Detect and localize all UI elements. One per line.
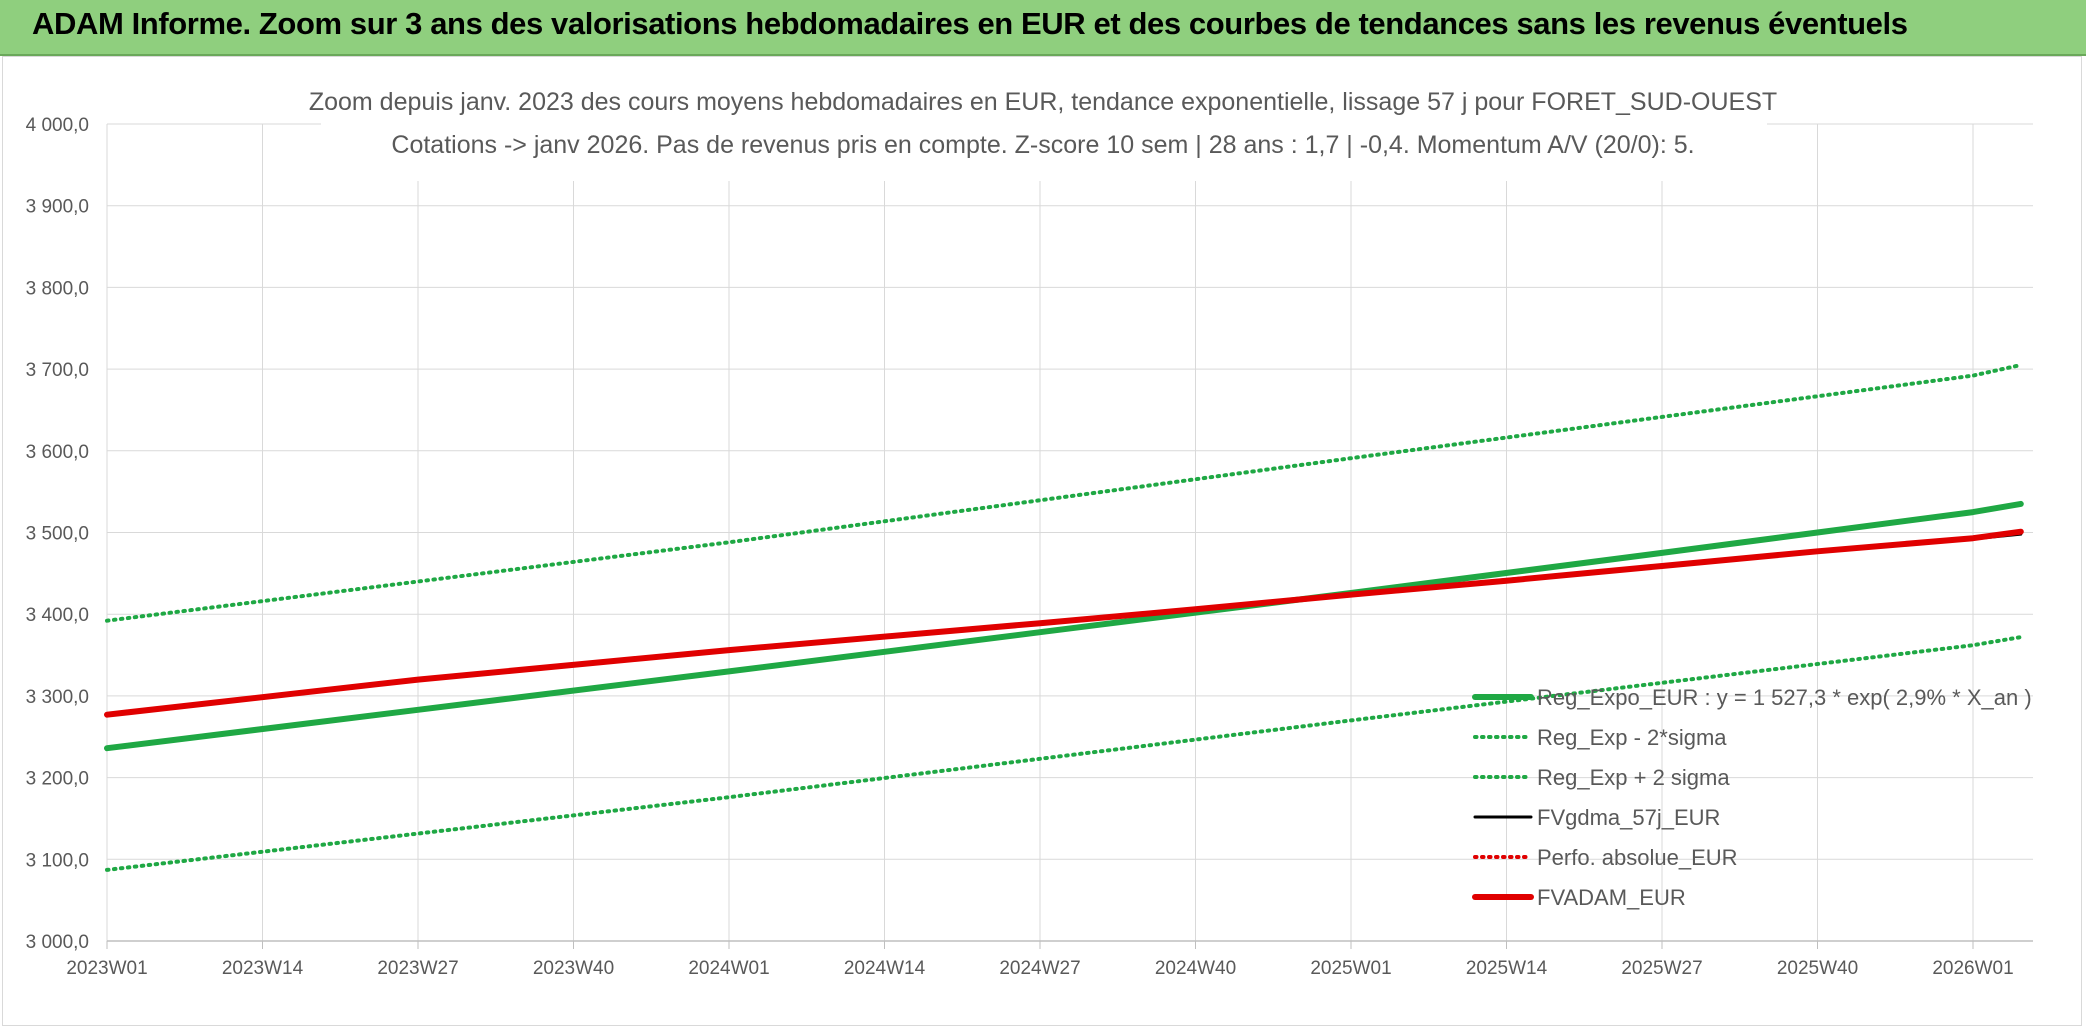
report-title: ADAM Informe. Zoom sur 3 ans des valoris… — [32, 6, 1908, 41]
legend-label: Perfo. absolue_EUR — [1537, 845, 1738, 870]
chart-subtitle: Cotations -> janv 2026. Pas de revenus p… — [391, 131, 1694, 159]
x-tick-label: 2023W27 — [377, 958, 458, 979]
x-tick-label: 2024W01 — [688, 958, 769, 979]
y-tick-label: 3 300,0 — [26, 687, 89, 708]
y-tick-label: 3 100,0 — [26, 850, 89, 871]
y-tick-label: 3 700,0 — [26, 360, 89, 381]
grid-layer — [106, 123, 2033, 942]
legend-label: Reg_Exp + 2 sigma — [1537, 765, 1730, 790]
y-tick-label: 3 900,0 — [26, 197, 89, 218]
x-tick-label: 2025W01 — [1310, 958, 1391, 979]
report-banner: ADAM Informe. Zoom sur 3 ans des valoris… — [0, 0, 2086, 56]
y-tick-label: 3 500,0 — [26, 524, 89, 545]
legend-label: FVgdma_57j_EUR — [1537, 805, 1720, 830]
x-tick-label: 2023W40 — [533, 958, 614, 979]
x-tick-label: 2023W01 — [66, 958, 147, 979]
y-tick-label: 3 400,0 — [26, 605, 89, 626]
series-line-2 — [105, 363, 2023, 623]
x-tick-label: 2024W14 — [844, 958, 926, 979]
y-tick-label: 3 800,0 — [26, 278, 89, 299]
title-background — [321, 77, 1767, 181]
series-line-0 — [104, 500, 2024, 752]
y-tick-label: 3 600,0 — [26, 442, 89, 463]
y-tick-label: 3 000,0 — [26, 932, 89, 953]
line-chart: 3 000,0 3 100,0 3 200,0 3 300,0 3 400,0 3 500… — [26, 77, 2033, 979]
legend-label: Reg_Expo_EUR : y = 1 527,3 * exp( 2,9% *… — [1537, 685, 2032, 710]
legend: Reg_Expo_EUR : y = 1 527,3 * exp( 2,9% *… — [1472, 685, 2032, 910]
x-tick-label: 2024W27 — [999, 958, 1080, 979]
series-line-5 — [104, 528, 2024, 718]
x-tick-label: 2026W01 — [1932, 958, 2013, 979]
chart-frame: 3 000,0 3 100,0 3 200,0 3 300,0 3 400,0 3 500… — [2, 56, 2082, 1026]
x-tick-label: 2023W14 — [222, 958, 304, 979]
x-tick-label: 2025W27 — [1621, 958, 1702, 979]
legend-label: Reg_Exp - 2*sigma — [1537, 725, 1727, 750]
series-layer — [104, 363, 2024, 872]
y-tick-label: 4 000,0 — [26, 115, 89, 136]
x-tick-label: 2025W14 — [1466, 958, 1548, 979]
series-line-1 — [105, 635, 2023, 872]
y-tick-label: 3 200,0 — [26, 769, 89, 790]
axis-layer: 3 000,0 3 100,0 3 200,0 3 300,0 3 400,0 3 500… — [26, 115, 2033, 979]
x-tick-label: 2025W40 — [1777, 958, 1858, 979]
x-tick-label: 2024W40 — [1155, 958, 1236, 979]
chart-title: Zoom depuis janv. 2023 des cours moyens … — [309, 88, 1777, 116]
chart-title-block: Zoom depuis janv. 2023 des cours moyens … — [309, 77, 1777, 181]
legend-label: FVADAM_EUR — [1537, 885, 1686, 910]
